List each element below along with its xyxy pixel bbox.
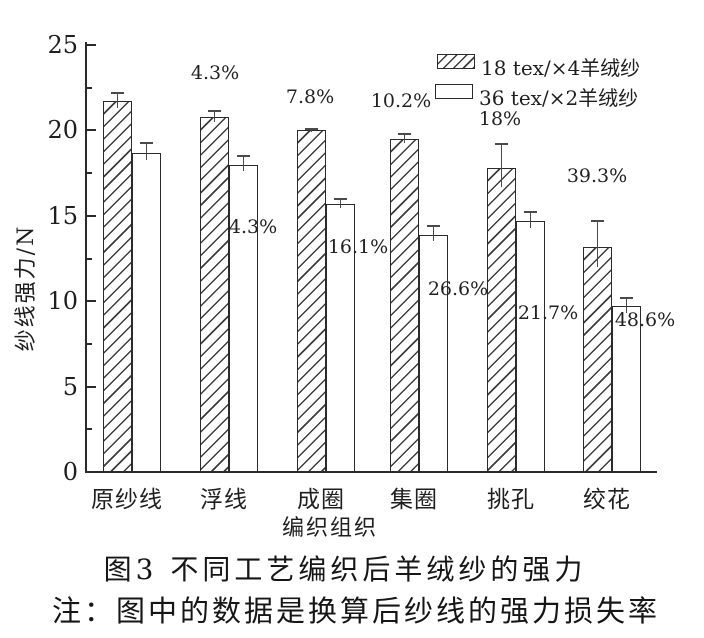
x-category-label: 原纱线 [91,487,163,513]
y-tick-label: 0 [62,458,78,486]
x-category-label: 浮线 [200,487,248,513]
y-axis-line [85,42,87,473]
loss-rate-label: 4.3% [190,62,240,84]
major-tick [87,214,96,217]
loss-rate-label: 26.6% [427,278,489,300]
loss-rate-label: 18% [478,108,522,130]
error-bar [500,144,503,188]
x-axis-line [85,471,657,473]
figure-note: 注：图中的数据是换算后纱线的强力损失率 [51,594,660,628]
error-bar [145,143,148,161]
error-bar [310,128,313,132]
y-axis-title: 纱线强力/N [14,224,39,352]
bar-series0-0 [103,101,132,472]
loss-rate-label: 39.3% [566,165,628,187]
legend-swatch-hatched [437,54,475,69]
loss-rate-label: 7.8% [285,86,335,108]
x-category-label: 成圈 [297,487,345,513]
error-bar-cap [398,132,411,135]
bar-series0-5 [583,246,612,472]
error-bar-cap [524,211,537,214]
y-tick-label: 10 [47,287,78,316]
loss-rate-label: 16.1% [327,236,389,258]
error-bar-cap [208,109,221,112]
loss-rate-label: 21.7% [517,302,579,324]
x-category-label: 绞花 [583,487,631,513]
y-tick-label: 5 [62,372,78,401]
x-axis-title: 编织组织 [281,516,379,541]
error-bar [529,212,532,228]
bar-series0-4 [487,167,516,472]
bar-series0-1 [200,116,229,472]
error-bar-cap [620,296,633,299]
error-bar [403,133,406,144]
minor-tick [87,86,92,89]
minor-tick [87,257,92,260]
error-bar [432,226,435,242]
major-tick [87,44,96,46]
loss-rate-label: 10.2% [370,90,432,112]
major-tick [87,385,96,388]
y-tick-label: 25 [47,31,78,59]
error-bar [242,156,245,172]
error-bar-cap [334,197,347,200]
legend-label-18tex: 18 tex/×4羊绒纱 [481,56,641,80]
y-tick-label: 15 [47,201,78,230]
bar-series1-0 [132,152,161,472]
minor-tick [87,428,92,431]
error-bar-cap [111,91,124,94]
legend-label-36tex: 36 tex/×2羊绒纱 [479,86,639,110]
error-bar [213,110,216,122]
error-bar-cap [427,225,440,228]
figure-caption: 图3 不同工艺编织后羊绒纱的强力 [103,553,587,586]
minor-tick [87,172,92,175]
major-tick [87,471,96,473]
error-bar [625,297,628,314]
loss-rate-label: 4.3% [228,216,278,238]
bar-series1-4 [516,220,545,472]
error-bar [116,92,119,109]
loss-rate-label: 48.6% [614,309,676,331]
bar-series1-3 [419,234,448,472]
major-tick [87,300,96,303]
error-bar-cap [591,219,604,222]
x-category-label: 集圈 [390,487,438,513]
error-bar-cap [237,155,250,158]
error-bar-cap [140,142,153,145]
error-bar-cap [305,127,318,130]
bar-series0-3 [390,138,419,472]
error-bar-cap [495,143,508,146]
bar-series0-2 [297,130,326,472]
bar-series1-2 [326,203,355,472]
bar-series1-1 [229,164,258,472]
error-bar [339,198,342,208]
minor-tick [87,342,92,345]
major-tick [87,129,96,132]
error-bar [596,220,599,268]
bar-series1-5 [612,306,641,472]
y-tick-label: 20 [47,116,78,145]
x-category-label: 挑孔 [487,487,535,513]
legend-swatch-open [435,84,473,99]
